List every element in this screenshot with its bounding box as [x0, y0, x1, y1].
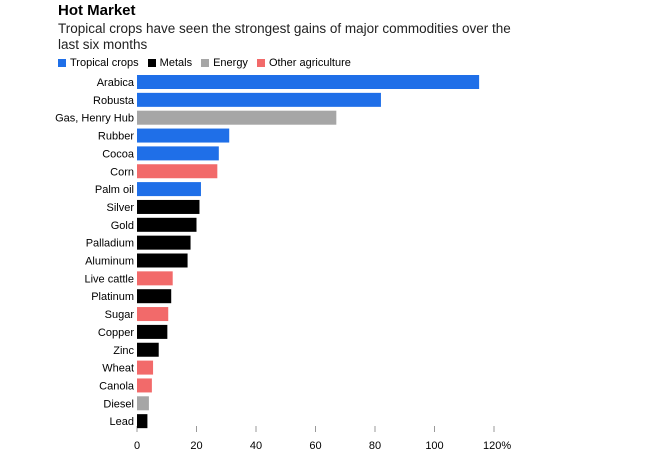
category-label: Wheat	[102, 363, 134, 375]
x-tick-label: 80	[369, 440, 381, 452]
bar	[137, 289, 172, 304]
chart-subtitle: Tropical crops have seen the strongest g…	[58, 21, 511, 52]
category-label: Cocoa	[102, 148, 135, 160]
bar	[137, 110, 337, 125]
category-label: Arabica	[97, 77, 135, 89]
category-label: Live cattle	[84, 273, 134, 285]
legend-item: Tropical crops	[58, 57, 139, 69]
legend-label: Energy	[213, 57, 248, 69]
category-label: Gold	[111, 220, 134, 232]
legend-swatch	[147, 59, 156, 67]
category-label: Lead	[110, 416, 134, 428]
category-label: Palladium	[86, 238, 134, 250]
bar	[137, 199, 200, 214]
bar	[137, 396, 149, 411]
bar	[137, 414, 148, 429]
x-tick-label: 0	[134, 440, 140, 452]
legend-label: Other agriculture	[268, 57, 351, 69]
legend-swatch	[256, 59, 265, 67]
x-tick-label: 60	[309, 440, 321, 452]
bar	[137, 182, 201, 197]
bar	[137, 378, 152, 393]
bar	[137, 253, 188, 268]
category-label: Corn	[110, 166, 134, 178]
bar	[137, 360, 154, 375]
chart-title: Hot Market	[58, 2, 136, 19]
bar	[137, 128, 230, 143]
category-label: Zinc	[113, 345, 134, 357]
legend-swatch	[58, 59, 66, 67]
bar	[137, 217, 197, 232]
bar	[137, 92, 381, 107]
category-label: Sugar	[105, 309, 135, 321]
x-tick-label: 20	[190, 440, 202, 452]
category-label: Copper	[98, 327, 134, 339]
legend-item: Other agriculture	[256, 57, 351, 69]
category-label: Diesel	[103, 398, 134, 410]
chart-legend: Tropical crops Metals Energy Other agricult…	[58, 57, 360, 69]
category-label: Canola	[99, 380, 135, 392]
legend-item: Metals	[147, 57, 193, 69]
category-label: Gas, Henry Hub	[55, 113, 134, 125]
legend-item: Energy	[201, 57, 248, 69]
category-label: Silver	[106, 202, 134, 214]
bar	[137, 342, 159, 357]
x-tick-label: 100	[425, 440, 443, 452]
bar	[137, 324, 168, 339]
x-tick-label: 120%	[483, 440, 511, 452]
bar	[137, 164, 218, 179]
bar	[137, 235, 191, 250]
category-label: Palm oil	[95, 184, 134, 196]
bar	[137, 146, 219, 161]
category-label: Aluminum	[85, 256, 134, 268]
bar	[137, 271, 173, 286]
category-label: Platinum	[91, 291, 134, 303]
bar	[137, 75, 480, 89]
category-label: Rubber	[98, 131, 134, 143]
category-label: Robusta	[93, 95, 135, 107]
x-tick-label: 40	[250, 440, 262, 452]
bar	[137, 307, 169, 322]
legend-label: Tropical crops	[70, 57, 139, 69]
legend-label: Metals	[159, 57, 193, 69]
legend-swatch	[201, 59, 210, 67]
